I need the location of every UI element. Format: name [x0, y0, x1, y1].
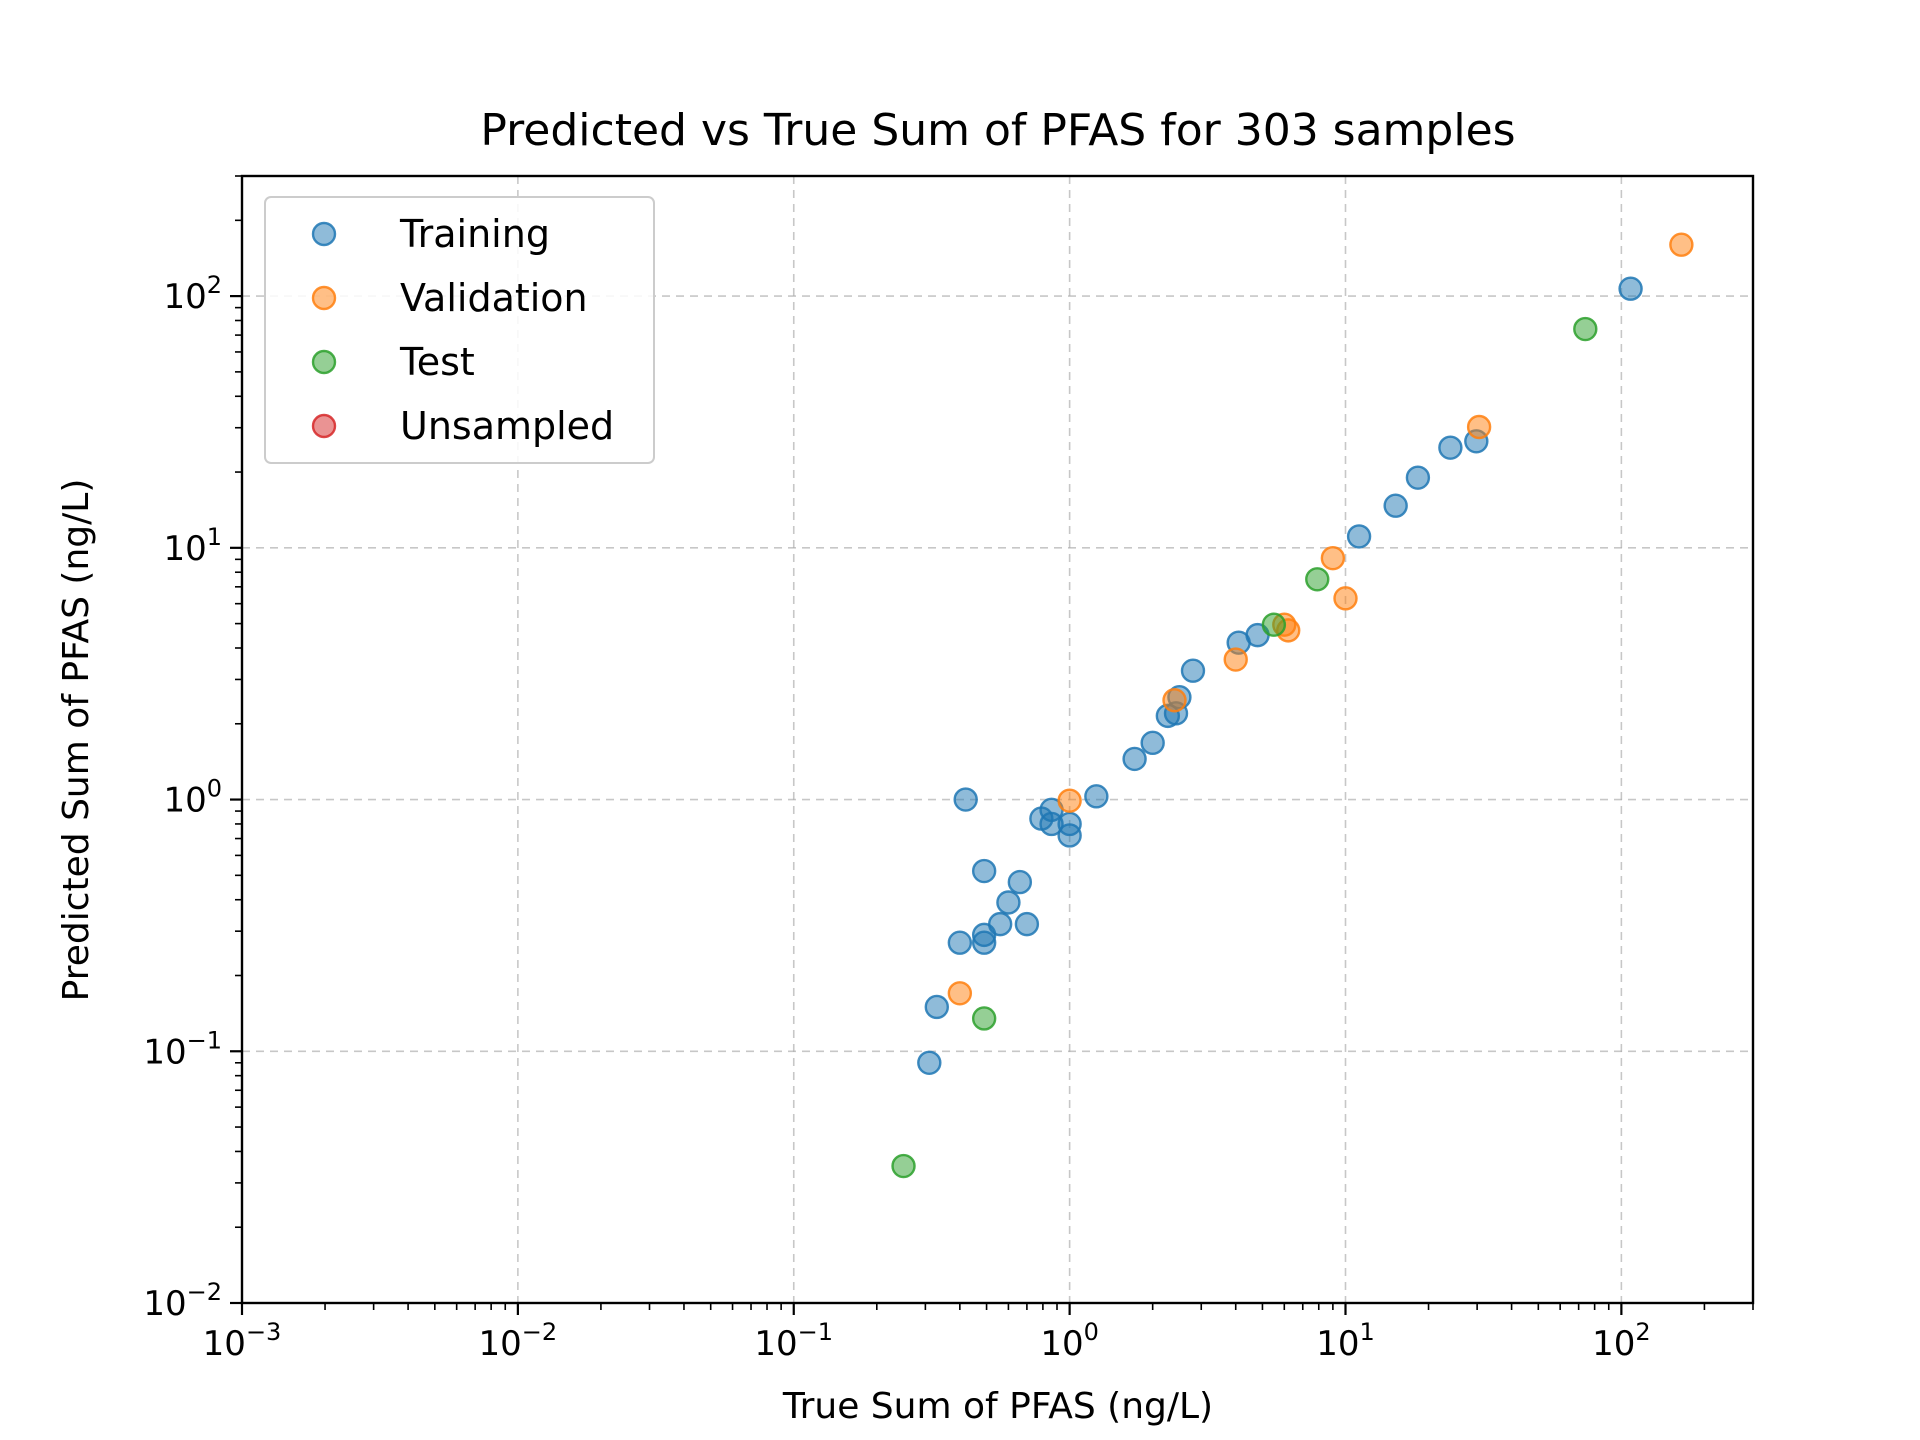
- training-point: [1405, 465, 1431, 490]
- y-tick-base: 10: [163, 529, 206, 569]
- validation-point: [1057, 788, 1082, 813]
- y-tick-label: 101: [163, 523, 222, 569]
- test-point: [1305, 567, 1330, 592]
- x-tick-base: 10: [203, 1324, 246, 1364]
- validation-point: [1333, 586, 1358, 611]
- legend-marker-test: [311, 349, 337, 375]
- training-point: [1383, 493, 1408, 518]
- y-tick-exponent: −2: [187, 1278, 222, 1306]
- x-tick-label: 101: [1316, 1318, 1375, 1364]
- legend-label-test: Test: [399, 340, 475, 384]
- legend-label-training: Training: [399, 212, 550, 256]
- plot-frame: [240, 174, 1755, 1305]
- x-tick-base: 10: [1040, 1324, 1083, 1364]
- y-tick-base: 10: [163, 277, 206, 317]
- test-point: [891, 1153, 916, 1179]
- x-tick-label: 10−1: [754, 1318, 833, 1364]
- y-tick-base: 10: [143, 1032, 186, 1072]
- x-tick-base: 10: [754, 1324, 797, 1364]
- training-point: [987, 911, 1013, 937]
- validation-point: [1320, 545, 1346, 571]
- y-tick-label: 100: [163, 775, 222, 821]
- training-point: [1346, 524, 1372, 549]
- x-tick-base: 10: [479, 1324, 522, 1364]
- training-point: [1180, 658, 1206, 683]
- x-tick-label: 102: [1592, 1318, 1651, 1364]
- training-point: [1438, 435, 1463, 460]
- y-tick-label: 102: [163, 271, 222, 317]
- validation-point: [1162, 688, 1187, 713]
- training-point: [1140, 730, 1165, 756]
- training-point: [953, 787, 978, 812]
- training-point: [947, 930, 973, 955]
- x-tick-exponent: −1: [798, 1318, 833, 1346]
- legend-marker-unsampled: [311, 413, 337, 439]
- y-axis-label: Predicted Sum of PFAS (ng/L): [56, 479, 97, 1002]
- x-tick-exponent: 2: [1635, 1318, 1650, 1346]
- x-tick-label: 10−2: [479, 1318, 558, 1364]
- x-tick-base: 10: [1592, 1324, 1635, 1364]
- training-point: [996, 890, 1021, 915]
- x-tick-label: 100: [1040, 1318, 1099, 1364]
- training-point: [1014, 911, 1040, 937]
- legend-box: [264, 196, 655, 464]
- test-point: [1573, 316, 1598, 342]
- test-point: [1261, 612, 1287, 637]
- training-point: [1084, 784, 1109, 809]
- legend-label-unsampled: Unsampled: [400, 404, 614, 448]
- legend-label-validation: Validation: [400, 276, 588, 320]
- training-point: [971, 858, 997, 884]
- y-tick-label: 10−2: [143, 1278, 222, 1324]
- y-tick-exponent: 2: [207, 271, 222, 299]
- training-point: [924, 994, 949, 1020]
- chart-title: Predicted vs True Sum of PFAS for 303 sa…: [480, 105, 1515, 156]
- x-axis-label: True Sum of PFAS (ng/L): [782, 1386, 1213, 1427]
- test-point: [971, 1006, 997, 1031]
- validation-point: [1223, 647, 1248, 672]
- validation-point: [1466, 414, 1492, 440]
- validation-point: [1669, 232, 1694, 257]
- validation-point: [947, 981, 973, 1006]
- legend-marker-training: [311, 221, 337, 247]
- y-tick-base: 10: [163, 781, 206, 821]
- points-layer: [891, 232, 1694, 1179]
- legend-marker-validation: [311, 285, 337, 311]
- y-tick-exponent: 1: [207, 523, 222, 551]
- x-tick-base: 10: [1316, 1324, 1359, 1364]
- legend: Training Validation Test Unsampled: [264, 196, 655, 464]
- y-tick-label: 10−1: [143, 1026, 222, 1072]
- training-point: [1122, 746, 1147, 772]
- training-point: [1007, 869, 1033, 895]
- y-tick-base: 10: [143, 1284, 186, 1324]
- x-tick-label: 10−3: [203, 1318, 282, 1364]
- x-tick-exponent: −2: [522, 1318, 557, 1346]
- x-tick-exponent: −3: [246, 1318, 281, 1346]
- y-tick-exponent: 0: [207, 775, 222, 803]
- x-tick-exponent: 0: [1084, 1318, 1099, 1346]
- training-point: [917, 1050, 942, 1075]
- y-tick-exponent: −1: [187, 1026, 222, 1054]
- x-tick-exponent: 1: [1359, 1318, 1374, 1346]
- training-point: [1057, 823, 1082, 848]
- training-point: [1618, 276, 1643, 301]
